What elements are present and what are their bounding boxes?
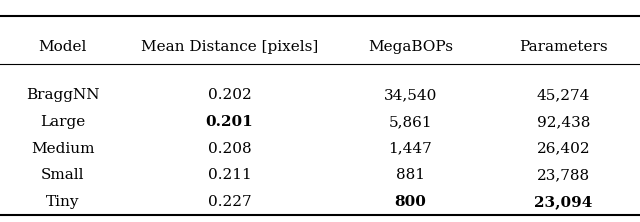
Text: 26,402: 26,402: [537, 142, 590, 156]
Text: 23,094: 23,094: [534, 195, 593, 209]
Text: 0.201: 0.201: [205, 115, 253, 129]
Text: 0.227: 0.227: [208, 195, 252, 209]
Text: Small: Small: [41, 168, 84, 182]
Text: BraggNN: BraggNN: [26, 88, 99, 103]
Text: Mean Distance [pixels]: Mean Distance [pixels]: [141, 40, 318, 54]
Text: 881: 881: [396, 168, 425, 182]
Text: Large: Large: [40, 115, 85, 129]
Text: 23,788: 23,788: [537, 168, 590, 182]
Text: 1,447: 1,447: [388, 142, 432, 156]
Text: 800: 800: [394, 195, 426, 209]
Text: 92,438: 92,438: [537, 115, 590, 129]
Text: 0.211: 0.211: [208, 168, 252, 182]
Text: Medium: Medium: [31, 142, 94, 156]
Text: Tiny: Tiny: [46, 195, 79, 209]
Text: Model: Model: [38, 40, 87, 54]
Text: Parameters: Parameters: [519, 40, 608, 54]
Text: 0.202: 0.202: [208, 88, 252, 103]
Text: 45,274: 45,274: [537, 88, 590, 103]
Text: MegaBOPs: MegaBOPs: [368, 40, 453, 54]
Text: 5,861: 5,861: [388, 115, 432, 129]
Text: 34,540: 34,540: [384, 88, 437, 103]
Text: 0.208: 0.208: [208, 142, 252, 156]
